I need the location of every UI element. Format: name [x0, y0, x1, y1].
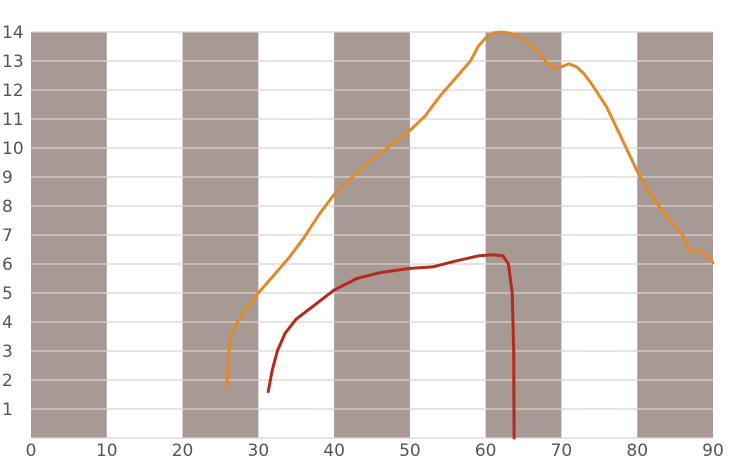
- y-tick-label: 8: [2, 197, 13, 217]
- x-tick-label: 0: [26, 441, 37, 461]
- y-tick-label: 2: [2, 371, 13, 391]
- x-tick-label: 50: [399, 441, 421, 461]
- x-tick-label: 90: [702, 441, 724, 461]
- x-tick-label: 60: [475, 441, 497, 461]
- y-tick-label: 13: [2, 52, 24, 72]
- x-axis-tick-labels: 0 10 20 30 40 50 60 70 80 90: [26, 441, 724, 461]
- y-tick-label: 14: [2, 23, 24, 43]
- y-tick-label: 5: [2, 284, 13, 304]
- gridlines: [31, 31, 713, 439]
- y-tick-label: 6: [2, 255, 13, 275]
- y-tick-label: 11: [2, 110, 24, 130]
- series-line-1: [225, 30, 715, 391]
- y-tick-label: 3: [2, 342, 13, 362]
- y-tick-label: 4: [2, 313, 13, 333]
- series-lines: [225, 30, 715, 440]
- x-tick-label: 10: [96, 441, 118, 461]
- y-tick-label: 9: [2, 168, 13, 188]
- x-tick-label: 80: [626, 441, 648, 461]
- x-tick-label: 70: [551, 441, 573, 461]
- y-tick-label: 10: [2, 139, 24, 159]
- y-tick-label: 1: [2, 400, 13, 420]
- x-tick-label: 30: [248, 441, 270, 461]
- y-tick-label: 12: [2, 81, 24, 101]
- y-tick-label: 7: [2, 226, 13, 246]
- series-line-2: [266, 253, 516, 440]
- x-tick-label: 20: [172, 441, 194, 461]
- x-tick-label: 40: [323, 441, 345, 461]
